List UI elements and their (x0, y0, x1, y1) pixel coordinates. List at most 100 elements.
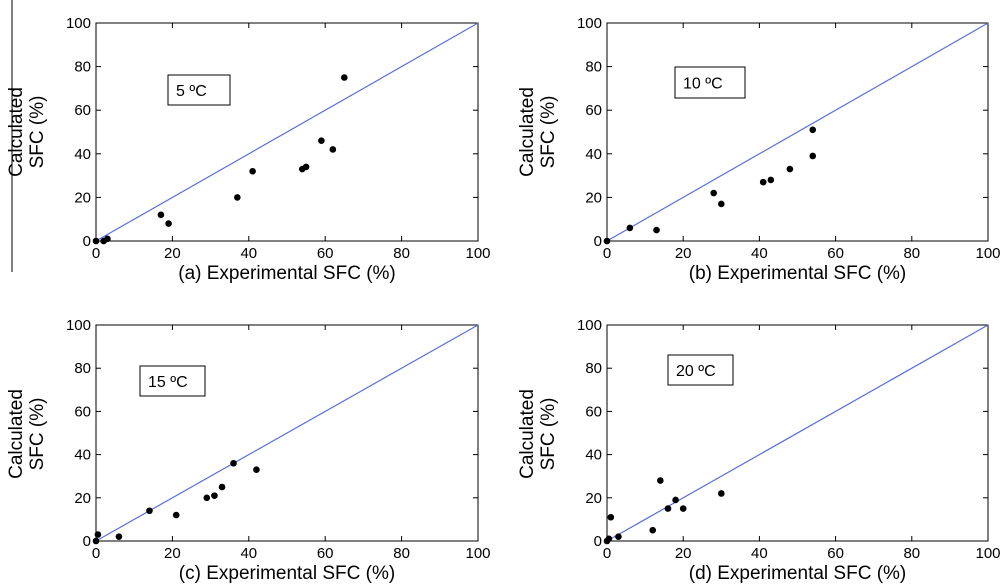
data-point (341, 74, 348, 81)
data-point (767, 176, 775, 184)
y-tick-label: 0 (83, 233, 91, 250)
y-tick-label: 60 (585, 403, 602, 420)
data-point (115, 533, 123, 540)
x-tick-label: 20 (675, 545, 692, 562)
x-tick-label: 100 (465, 545, 490, 562)
reference-line (606, 324, 989, 542)
y-tick-label: 0 (594, 233, 602, 250)
data-point (318, 137, 325, 145)
data-point (253, 466, 260, 474)
annotation-box (167, 74, 231, 106)
x-axis-label: (d) Experimental SFC (%) (689, 563, 907, 584)
plot-frame (606, 22, 989, 242)
x-tick-label: 80 (903, 545, 920, 562)
data-point (329, 146, 337, 153)
x-tick-label: 40 (240, 245, 257, 262)
y-tick-label: 100 (577, 317, 602, 334)
y-axis-label: SFC (%) (27, 398, 48, 471)
annotation-box (674, 66, 746, 99)
plot-frame (95, 22, 479, 242)
x-axis-label: (b) Experimental SFC (%) (689, 263, 907, 284)
data-point (664, 505, 672, 512)
data-point (165, 220, 172, 227)
reference-line (606, 22, 989, 242)
y-tick-label: 40 (74, 447, 91, 464)
panel-b: 0 20 40 60 80 100 0 20 40 60 80 100 10 ºC (b) Experim… (517, 15, 1001, 284)
data-point (146, 507, 153, 515)
x-tick-label: 100 (975, 245, 1000, 262)
x-tick-label: 80 (393, 245, 410, 262)
plot-frame (606, 324, 989, 542)
annotation-box (139, 365, 206, 397)
temperature-annotation: 20 ºC (676, 363, 716, 380)
x-tick-label: 100 (465, 245, 490, 262)
data-point (94, 531, 102, 538)
data-point (718, 200, 725, 208)
x-tick-label: 20 (675, 245, 692, 262)
data-point (649, 526, 657, 534)
y-axis-label: Calculated (6, 389, 27, 479)
temperature-annotation: 10 ºC (683, 76, 723, 93)
x-axis-label: (a) Experimental SFC (%) (178, 263, 396, 284)
x-tick-label: 60 (317, 545, 334, 562)
data-point (203, 494, 211, 502)
temperature-annotation: 15 ºC (148, 374, 188, 391)
x-tick-label: 80 (393, 545, 410, 562)
x-tick-label: 100 (975, 545, 1000, 562)
y-tick-label: 20 (74, 490, 91, 507)
y-tick-label: 80 (74, 360, 91, 377)
temperature-annotation: 5 ºC (176, 83, 207, 100)
y-axis-label: SFC (%) (27, 96, 48, 169)
x-tick-label: 60 (827, 245, 844, 262)
data-point (710, 189, 717, 197)
y-axis-label: SFC (%) (538, 96, 559, 169)
x-tick-label: 0 (92, 245, 100, 262)
data-point (679, 505, 687, 512)
data-point (607, 513, 615, 521)
x-tick-label: 60 (827, 545, 844, 562)
x-tick-label: 0 (92, 545, 100, 562)
data-point (230, 459, 237, 467)
annotation-box (667, 354, 734, 386)
y-axis-label: SFC (%) (538, 398, 559, 471)
panel-d: 0 20 40 60 80 100 0 20 40 60 80 100 20 ºC (d) Experim… (517, 317, 1001, 584)
y-tick-label: 20 (74, 189, 91, 206)
data-point (657, 477, 664, 484)
data-point (672, 496, 679, 504)
y-tick-label: 0 (594, 533, 602, 550)
data-point (302, 163, 310, 171)
y-tick-label: 100 (577, 15, 602, 32)
data-point (249, 167, 256, 175)
plot-frame (95, 324, 479, 542)
data-point (809, 126, 817, 134)
y-tick-label: 0 (83, 533, 91, 550)
data-point (718, 490, 725, 497)
x-axis-label: (c) Experimental SFC (%) (179, 563, 395, 584)
data-point (218, 483, 226, 491)
y-tick-label: 80 (74, 59, 91, 76)
y-tick-label: 100 (66, 15, 91, 32)
y-axis-label: Calculated (517, 87, 538, 177)
reference-line (95, 324, 479, 542)
y-tick-label: 60 (74, 403, 91, 420)
y-tick-label: 60 (585, 102, 602, 119)
data-point (211, 492, 218, 499)
data-point (92, 537, 100, 545)
panel-a: 0 20 40 60 80 100 0 20 40 60 80 100 5 ºC (a) Experime… (6, 15, 491, 284)
y-tick-label: 20 (585, 490, 602, 507)
reference-line (95, 22, 479, 242)
data-point (809, 152, 817, 160)
data-point (104, 235, 111, 243)
y-axis-label: Calculated (517, 389, 538, 479)
x-tick-label: 40 (751, 545, 768, 562)
y-tick-label: 100 (66, 317, 91, 334)
y-tick-label: 40 (74, 146, 91, 163)
y-tick-label: 80 (585, 59, 602, 76)
data-point (603, 237, 611, 245)
panel-c: 0 20 40 60 80 100 0 20 40 60 80 100 15 ºC (c) Experim… (6, 317, 491, 584)
y-tick-label: 60 (74, 102, 91, 119)
x-tick-label: 60 (317, 245, 334, 262)
data-point (157, 211, 165, 219)
data-point (759, 178, 767, 186)
